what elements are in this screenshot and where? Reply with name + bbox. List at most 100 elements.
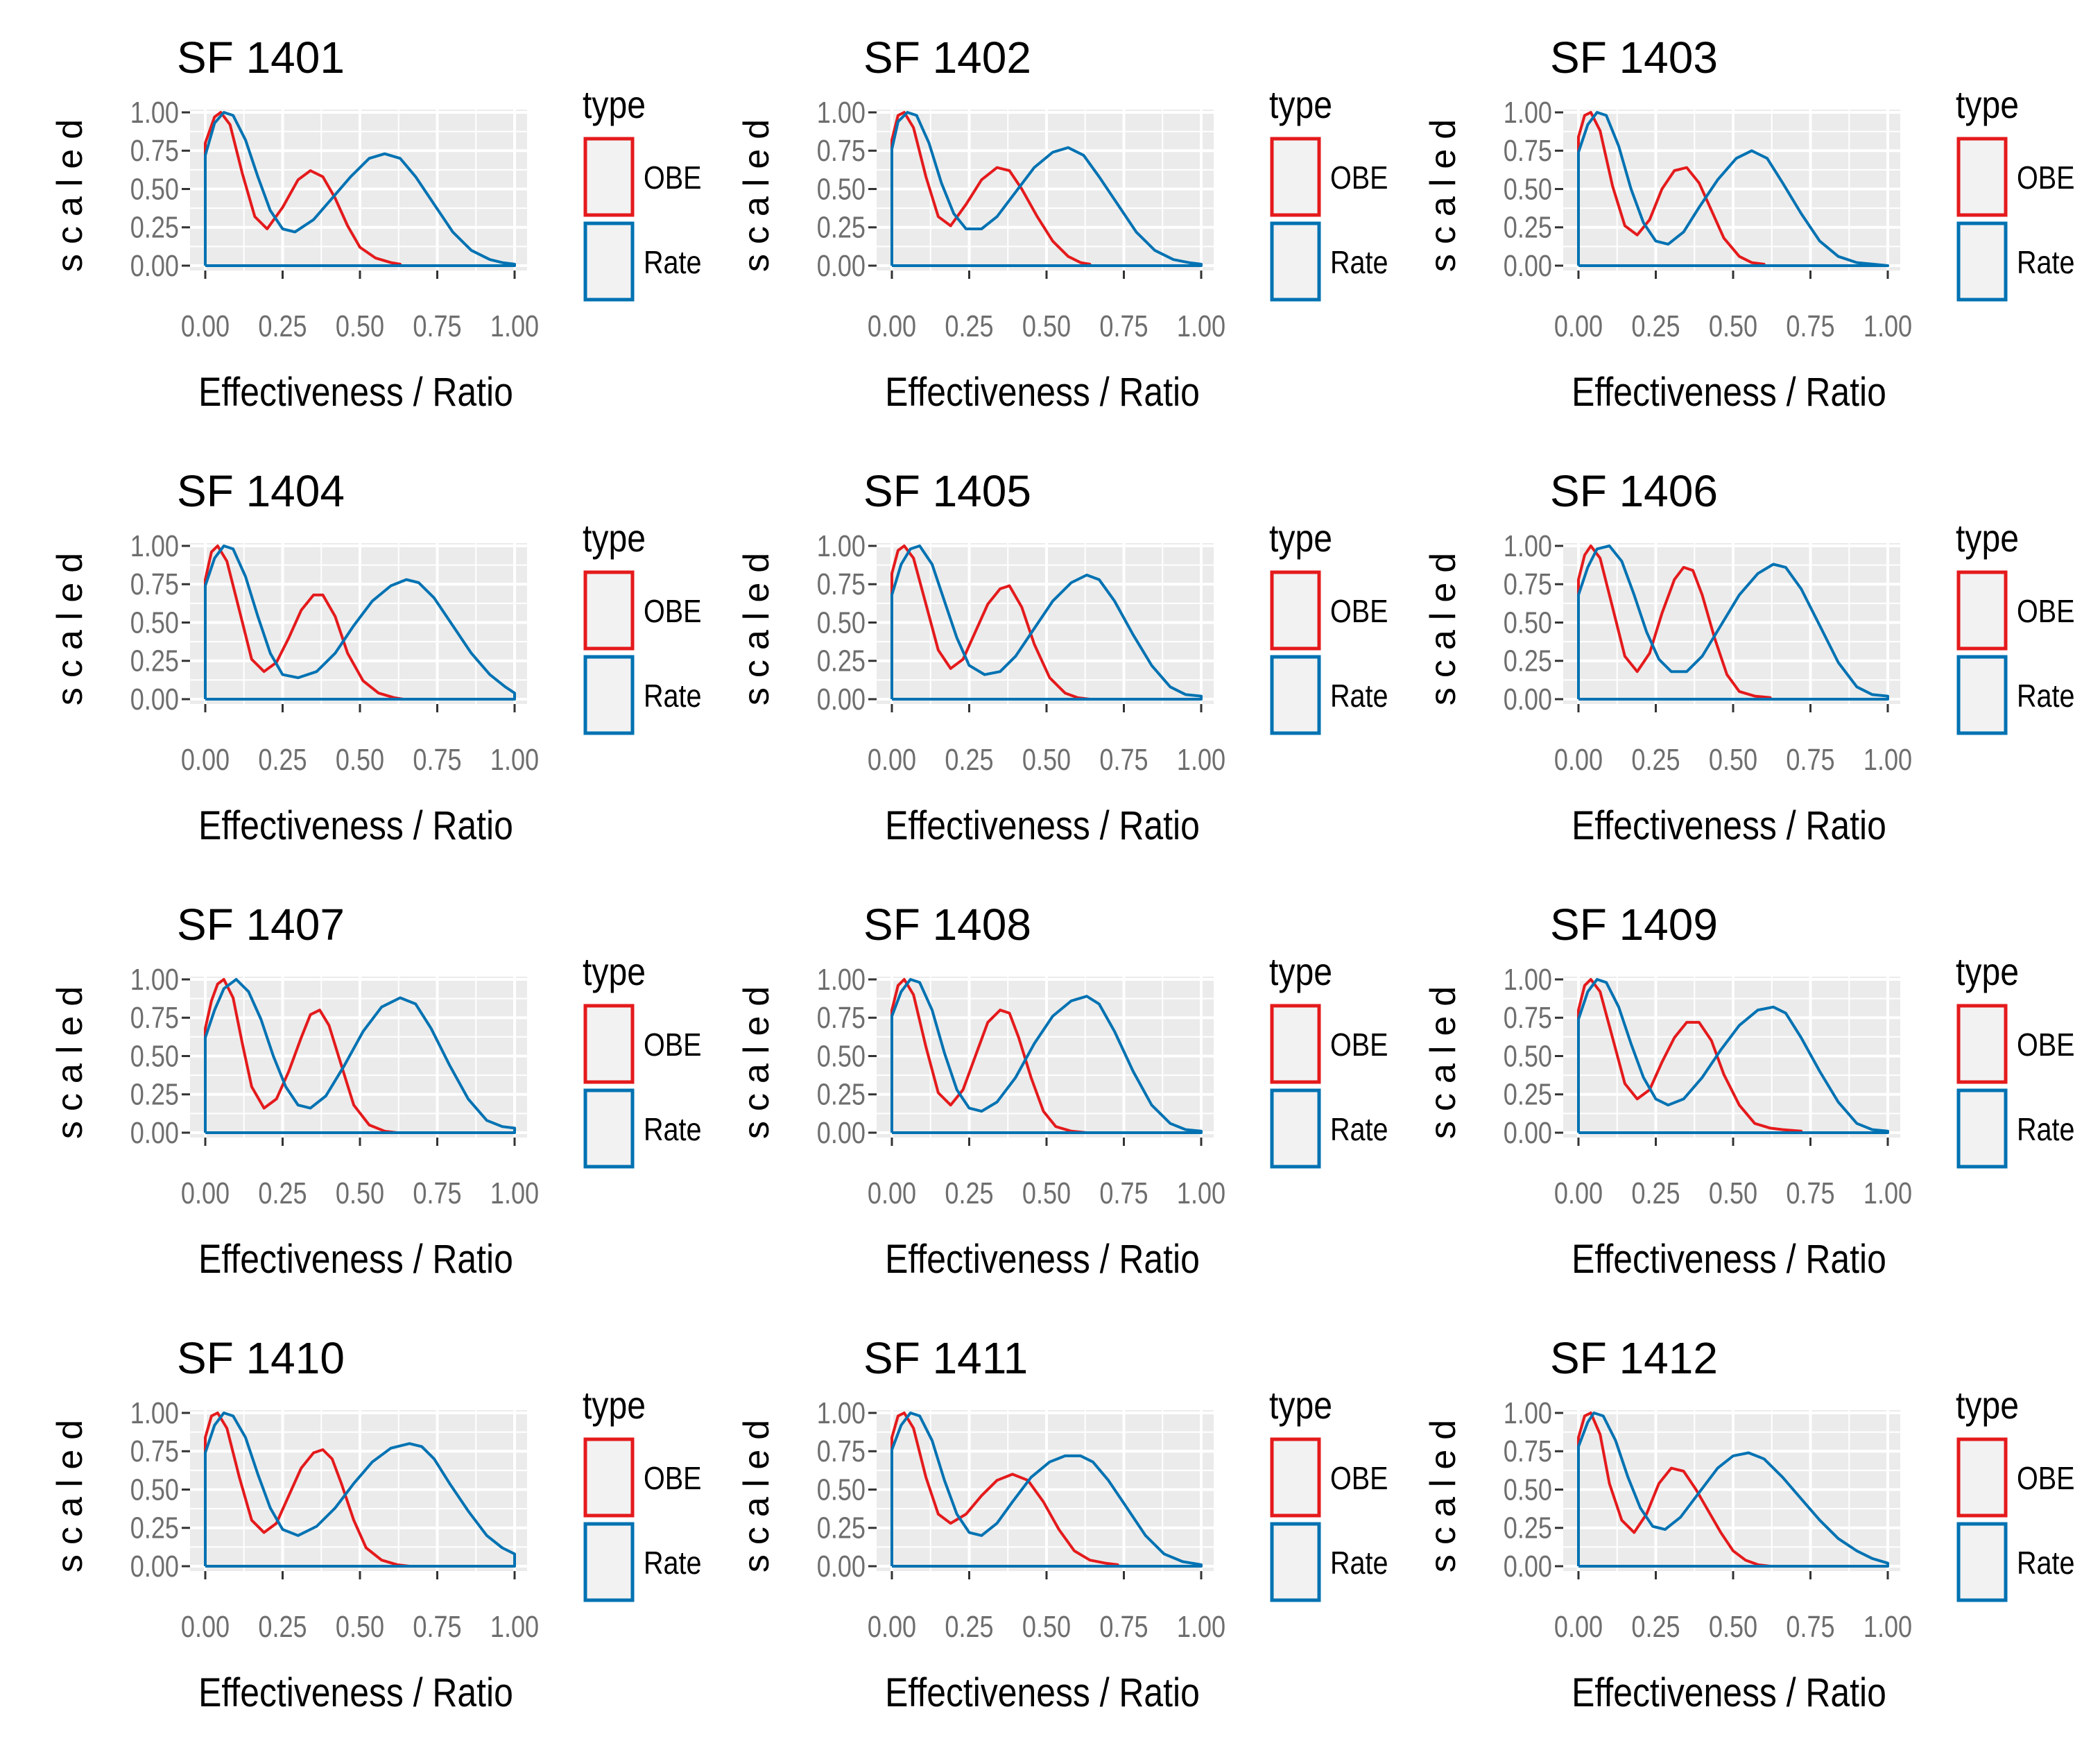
y-tick-label: 0.75 — [130, 1001, 179, 1035]
legend-key-obe — [1270, 570, 1321, 651]
legend-key-rate — [1270, 655, 1321, 735]
y-tick-label: 0.00 — [1504, 1116, 1552, 1150]
chart-panel: SF 1409 0.000.00 0.25 0.25 0.50 0.50 0.75 0.75 1… — [1423, 900, 2075, 1282]
x-tick-label: 0.00 — [181, 1176, 230, 1210]
legend-key-rate — [1956, 221, 2008, 302]
y-tick-label: 0.50 — [817, 172, 866, 206]
y-axis-label: scaled — [50, 977, 90, 1139]
legend-key-obe — [1956, 1004, 2008, 1084]
x-tick-label: 0.50 — [1709, 1176, 1757, 1210]
y-tick-label: 0.25 — [1504, 210, 1552, 244]
x-axis-label: Effectiveness / Ratio — [885, 1671, 1200, 1715]
series-line-rate — [204, 978, 516, 1134]
series-line-rate — [890, 978, 1203, 1134]
x-axis-label: Effectiveness / Ratio — [198, 370, 513, 415]
y-tick-label: 0.25 — [130, 1077, 179, 1111]
y-tick-label: 0.00 — [130, 1550, 179, 1584]
y-axis-label: scaled — [737, 977, 777, 1139]
y-tick-label: 0.75 — [1504, 1434, 1552, 1468]
x-tick-label: 0.75 — [413, 1176, 461, 1210]
y-tick-label: 0.75 — [1504, 1001, 1552, 1035]
x-tick-label: 0.50 — [336, 743, 384, 777]
x-tick-label: 0.50 — [1022, 743, 1071, 777]
y-tick-label: 0.75 — [1504, 567, 1552, 601]
x-tick-label: 0.25 — [1631, 1610, 1680, 1644]
legend-key-rate — [583, 221, 635, 302]
y-tick-label: 0.00 — [817, 1116, 866, 1150]
x-tick-label: 1.00 — [1177, 309, 1225, 343]
y-tick-label: 0.50 — [817, 606, 866, 640]
legend-label-obe: OBE — [2017, 594, 2075, 629]
y-tick-label: 0.00 — [130, 249, 179, 283]
series-line-obe — [204, 978, 399, 1134]
chart-panel: SF 1411 0.000.00 0.25 0.25 0.50 0.50 0.75 0.75 1… — [737, 1333, 1388, 1715]
series-line-obe — [890, 544, 1092, 701]
x-tick-label: 0.25 — [945, 1610, 993, 1644]
x-tick-label: 0.50 — [1022, 1176, 1071, 1210]
y-tick-label: 0.50 — [1504, 1473, 1552, 1507]
legend-key-obe — [1956, 570, 2008, 651]
legend-title: type — [1956, 84, 2019, 127]
legend-key-rate — [1270, 1522, 1321, 1602]
chart-title: SF 1406 — [1550, 466, 1718, 516]
legend-title: type — [583, 951, 646, 994]
y-tick-label: 1.00 — [130, 96, 179, 130]
legend-label-obe: OBE — [644, 594, 702, 629]
legend-key-obe — [1270, 1437, 1321, 1518]
y-tick-label: 0.25 — [130, 644, 179, 678]
y-tick-label: 0.75 — [1504, 134, 1552, 168]
x-axis-label: Effectiveness / Ratio — [1572, 1671, 1886, 1715]
y-tick-label: 0.75 — [817, 567, 866, 601]
x-tick-label: 0.25 — [1631, 1176, 1680, 1210]
chart-title: SF 1405 — [863, 466, 1031, 516]
legend-title: type — [583, 1384, 646, 1427]
legend-label-rate: Rate — [644, 678, 702, 714]
y-tick-label: 0.25 — [1504, 1077, 1552, 1111]
y-tick-label: 1.00 — [817, 963, 866, 997]
legend-key-rate — [583, 1088, 635, 1169]
chart-panel: SF 1407 0.000.00 0.25 0.25 0.50 0.50 0.75 0.75 1… — [50, 900, 702, 1282]
legend-key-rate — [1956, 655, 2008, 735]
legend-label-rate: Rate — [2017, 245, 2075, 280]
legend-key-obe — [583, 137, 635, 217]
x-tick-label: 0.25 — [945, 1176, 993, 1210]
y-axis-label: scaled — [737, 1410, 777, 1572]
x-axis-label: Effectiveness / Ratio — [885, 370, 1200, 415]
legend-label-obe: OBE — [644, 1461, 702, 1496]
y-tick-label: 0.50 — [817, 1473, 866, 1507]
x-tick-label: 0.00 — [181, 309, 230, 343]
y-tick-label: 1.00 — [130, 963, 179, 997]
y-tick-label: 0.50 — [817, 1039, 866, 1073]
x-tick-label: 1.00 — [490, 743, 539, 777]
y-tick-label: 0.75 — [817, 134, 866, 168]
y-tick-label: 0.00 — [1504, 1550, 1552, 1584]
legend-label-obe: OBE — [1330, 160, 1388, 196]
legend-key-obe — [1270, 137, 1321, 217]
y-tick-label: 0.25 — [817, 644, 866, 678]
chart-panel: SF 1408 0.000.00 0.25 0.25 0.50 0.50 0.75 0.75 1… — [737, 900, 1388, 1282]
chart-panel: SF 1406 0.000.00 0.25 0.25 0.50 0.50 0.75 0.75 1… — [1423, 466, 2075, 848]
x-tick-label: 0.00 — [1554, 1176, 1603, 1210]
y-tick-label: 1.00 — [817, 1396, 866, 1430]
x-axis-label: Effectiveness / Ratio — [885, 804, 1200, 848]
legend-key-obe — [1956, 137, 2008, 217]
y-tick-label: 1.00 — [1504, 963, 1552, 997]
legend-title: type — [1269, 951, 1332, 994]
x-tick-label: 0.00 — [868, 1176, 916, 1210]
chart-title: SF 1412 — [1550, 1333, 1718, 1383]
x-tick-label: 0.00 — [868, 743, 916, 777]
x-tick-label: 0.75 — [413, 1610, 461, 1644]
y-tick-label: 0.75 — [130, 567, 179, 601]
y-tick-label: 0.00 — [817, 683, 866, 717]
chart-panel: SF 1410 0.000.00 0.25 0.25 0.50 0.50 0.75 0.75 1… — [50, 1333, 702, 1715]
y-axis-label: scaled — [50, 1410, 90, 1572]
legend-label-obe: OBE — [644, 1027, 702, 1063]
y-tick-label: 0.00 — [817, 249, 866, 283]
x-tick-label: 0.00 — [181, 743, 230, 777]
legend-key-rate — [1270, 1088, 1321, 1169]
y-tick-label: 0.75 — [817, 1434, 866, 1468]
legend-title: type — [1269, 84, 1332, 127]
x-tick-label: 0.50 — [336, 1610, 384, 1644]
legend-label-obe: OBE — [2017, 160, 2075, 196]
